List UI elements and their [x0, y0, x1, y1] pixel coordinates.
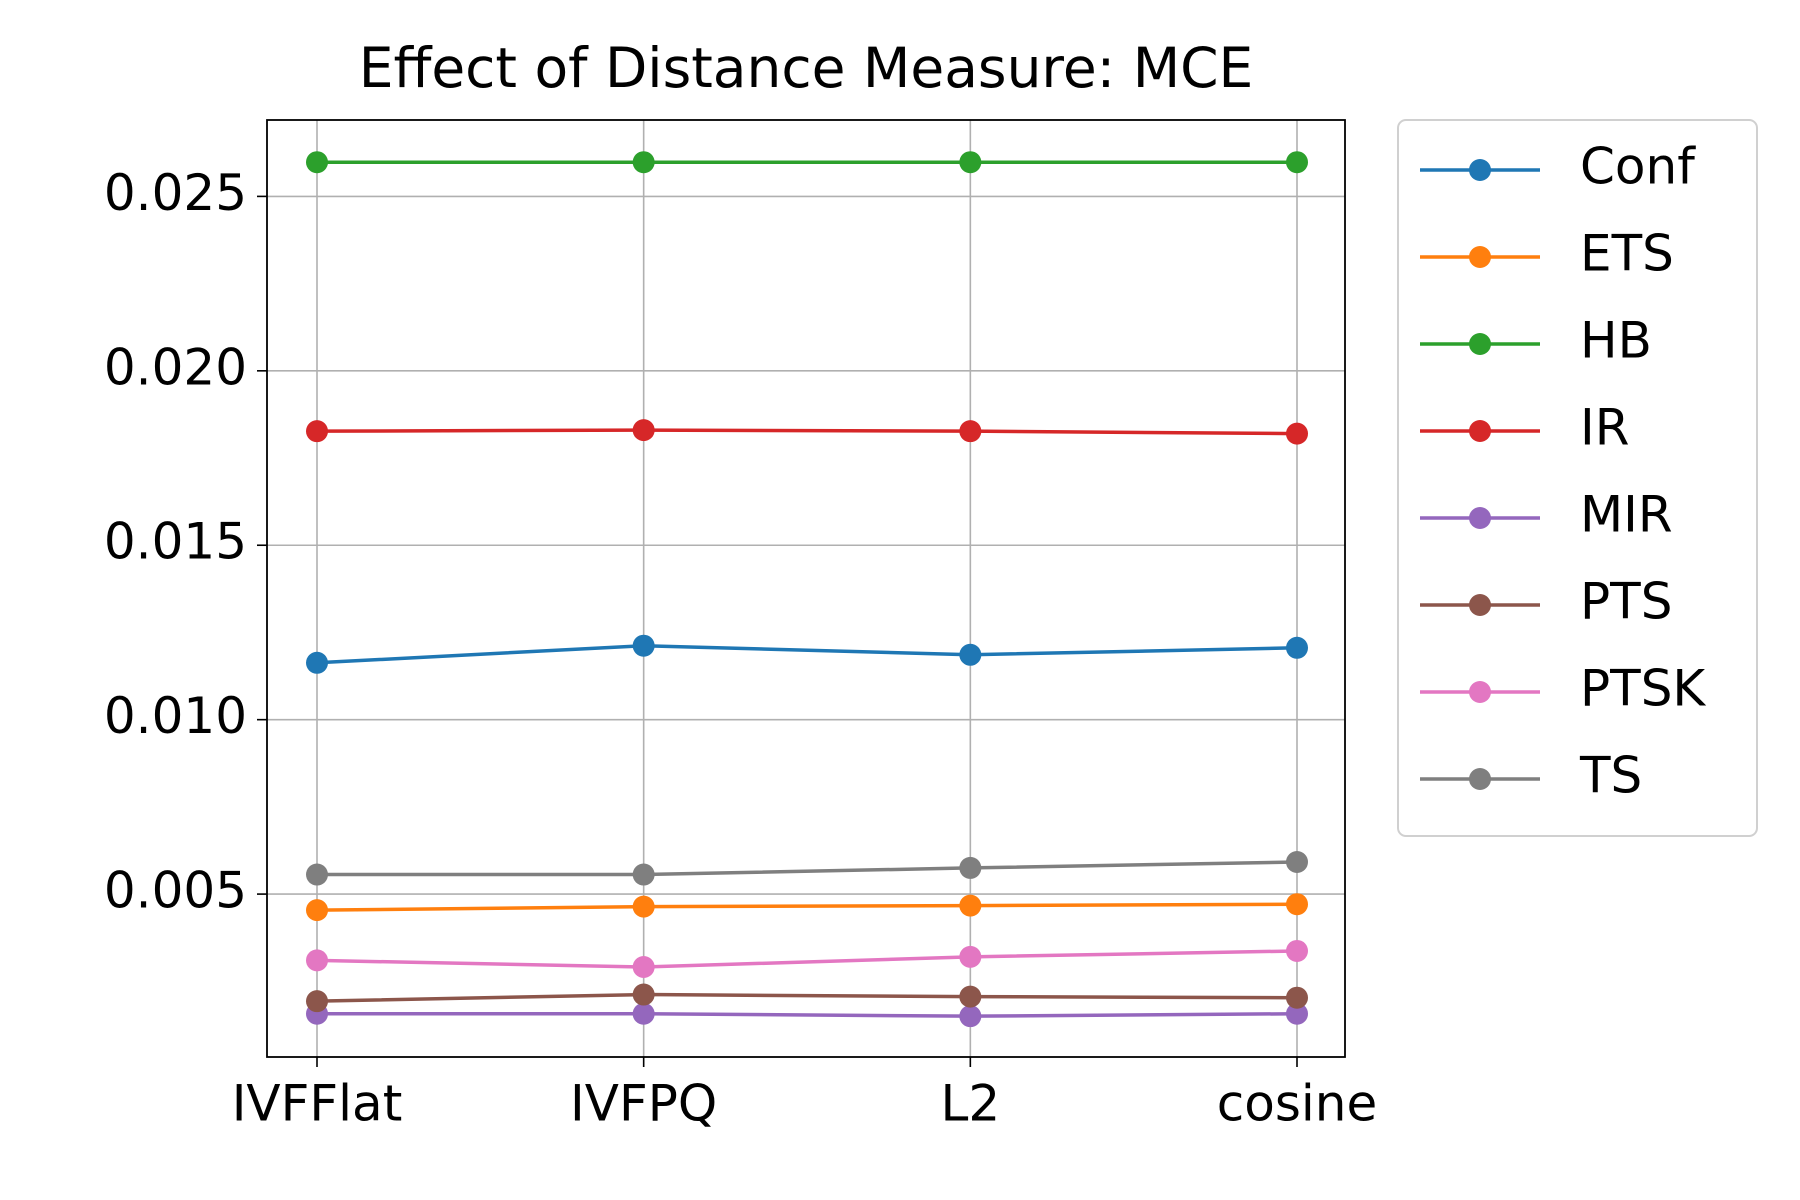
series-marker — [632, 1002, 655, 1025]
series-marker — [632, 863, 655, 886]
series-marker — [959, 945, 982, 968]
y-tick-label: 0.005 — [104, 862, 247, 920]
series-marker — [959, 1005, 982, 1028]
series-marker — [306, 990, 328, 1013]
series-marker — [1286, 939, 1308, 962]
series-marker — [306, 651, 328, 674]
y-tick-label: 0.020 — [104, 338, 247, 396]
legend-marker — [1469, 333, 1491, 355]
series-marker — [306, 899, 328, 922]
legend-marker — [1469, 246, 1491, 268]
legend-label: MIR — [1580, 486, 1673, 544]
x-tick-label: IVFFlat — [232, 1075, 403, 1133]
series-line — [316, 643, 1298, 665]
legend-marker — [1469, 681, 1491, 703]
series-marker — [1286, 151, 1308, 174]
chart-title: Effect of Distance Measure: MCE — [359, 36, 1254, 100]
series-marker — [632, 419, 655, 442]
legend-marker — [1469, 768, 1491, 790]
series-marker — [632, 955, 655, 978]
y-tick-label: 0.025 — [104, 164, 247, 222]
legend-label: Conf — [1580, 138, 1696, 196]
series-marker — [959, 643, 982, 666]
legend-label: PTS — [1580, 573, 1672, 631]
series-marker — [959, 420, 982, 443]
series-marker — [959, 151, 982, 174]
series-marker — [1286, 636, 1308, 659]
series-line — [316, 949, 1298, 969]
series-marker — [632, 983, 655, 1006]
series-marker — [1286, 422, 1308, 445]
series-marker — [632, 151, 655, 174]
series-marker — [1286, 893, 1308, 916]
series-marker — [632, 895, 655, 918]
series-line — [316, 902, 1298, 912]
legend-box — [1397, 119, 1758, 837]
series-marker — [632, 634, 655, 657]
y-tick-label: 0.010 — [104, 687, 247, 745]
legend-label: IR — [1580, 399, 1630, 457]
series-marker — [959, 856, 982, 879]
legend-label: HB — [1580, 312, 1652, 370]
series-marker — [1286, 850, 1308, 873]
series-marker — [306, 151, 328, 174]
series-marker — [1286, 986, 1308, 1009]
legend-label: ETS — [1580, 225, 1674, 283]
plot-frame — [266, 119, 1346, 1058]
legend-marker — [1469, 594, 1491, 616]
series-line — [316, 992, 1298, 1003]
legend-marker — [1469, 420, 1491, 442]
series-line — [317, 1011, 1298, 1018]
legend-label: PTSK — [1580, 660, 1706, 718]
series-marker — [959, 894, 982, 917]
series-marker — [306, 863, 328, 886]
x-tick-label: IVFPQ — [570, 1075, 717, 1133]
series-marker — [306, 420, 328, 443]
legend-marker — [1469, 159, 1491, 181]
series-marker — [1286, 1002, 1308, 1025]
y-tick-label: 0.015 — [104, 513, 247, 571]
x-tick-label: L2 — [940, 1075, 1000, 1133]
series-marker — [959, 985, 982, 1008]
legend-marker — [1469, 507, 1491, 529]
x-tick-label: cosine — [1217, 1075, 1377, 1133]
series-line — [316, 428, 1298, 436]
series-line — [317, 860, 1298, 877]
legend-label: TS — [1579, 747, 1642, 805]
series-marker — [306, 949, 328, 972]
